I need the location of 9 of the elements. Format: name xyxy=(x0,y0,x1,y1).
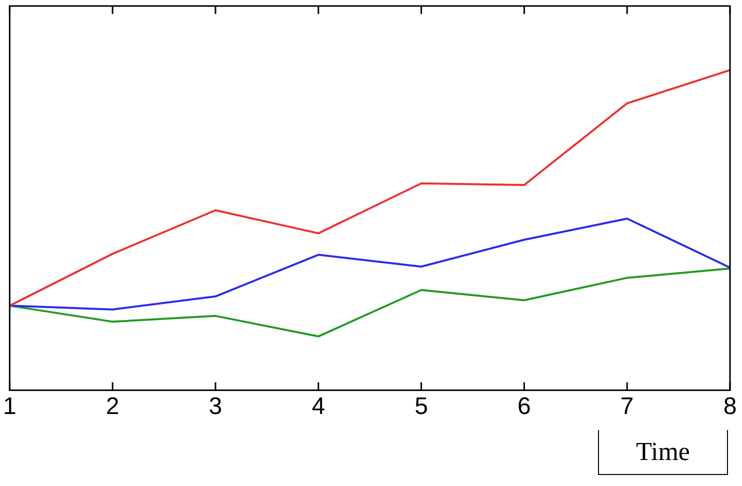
x-tick-label: 6 xyxy=(518,393,531,420)
x-axis-title: Time xyxy=(598,430,728,475)
x-tick-label: 2 xyxy=(106,393,120,420)
x-tick-label: 3 xyxy=(208,393,222,420)
x-tick-label: 7 xyxy=(620,393,634,420)
x-tick-label: 4 xyxy=(312,393,326,420)
x-tick-label: 5 xyxy=(414,393,428,420)
x-tick-label: 1 xyxy=(2,393,16,420)
x-tick-label: 8 xyxy=(723,393,737,420)
